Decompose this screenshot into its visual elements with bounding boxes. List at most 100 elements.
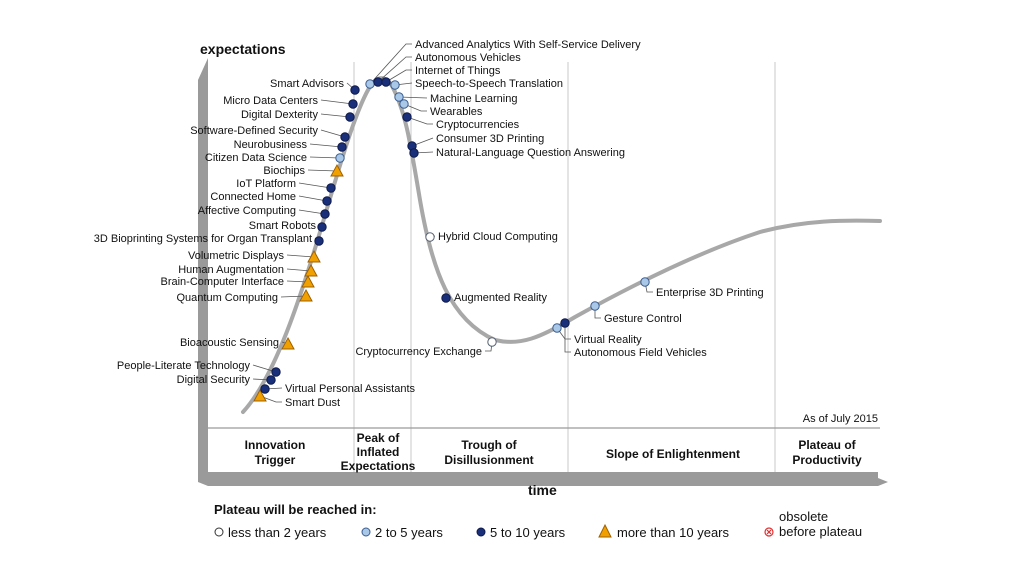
as-of-date: As of July 2015: [803, 413, 878, 425]
marker-cryptocurrency-exchange: [487, 337, 497, 347]
label-brain-computer-interface: Brain-Computer Interface: [161, 276, 285, 288]
marker-speech-to-speech-translation: [390, 80, 400, 90]
marker-digital-security: [266, 375, 276, 385]
label-bioacoustic-sensing: Bioacoustic Sensing: [180, 337, 279, 349]
label-volumetric-displays: Volumetric Displays: [188, 250, 284, 262]
leader-volumetric-displays: [286, 254, 315, 258]
legend-label-2-to-5-years: 2 to 5 years: [375, 525, 443, 540]
legend-label-obsolete-line2: before plateau: [779, 524, 862, 539]
leader-iot-platform: [298, 182, 332, 189]
marker-enterprise-3d-printing: [640, 277, 650, 287]
marker-machine-learning: [394, 92, 404, 102]
label-3d-bioprinting-systems-for-organ-transplant: 3D Bioprinting Systems for Organ Transpl…: [94, 233, 312, 245]
x-axis-arrow: [198, 472, 888, 486]
label-cryptocurrencies: Cryptocurrencies: [436, 119, 520, 131]
marker-bioacoustic-sensing: [281, 336, 295, 350]
label-natural-language-question-answering: Natural-Language Question Answering: [436, 147, 625, 159]
label-augmented-reality: Augmented Reality: [454, 292, 547, 304]
label-smart-robots: Smart Robots: [249, 220, 317, 232]
legend-marker-obsolete-x2: [766, 529, 772, 535]
marker-autonomous-field-vehicles: [560, 318, 570, 328]
phase-label-plateau: Plateau of Productivity: [792, 438, 862, 467]
phase-label-slope: Slope of Enlightenment: [606, 447, 740, 461]
phase-label-innovation-trigger: Innovation Trigger: [245, 438, 306, 467]
legend-label-less-than-2-years: less than 2 years: [228, 525, 327, 540]
phase-label-peak: Peak of Inflated Expectations: [341, 431, 416, 473]
marker-connected-home: [322, 196, 332, 206]
label-gesture-control: Gesture Control: [604, 313, 682, 325]
leader-human-augmentation: [286, 268, 312, 272]
label-cryptocurrency-exchange: Cryptocurrency Exchange: [355, 346, 482, 358]
y-axis-arrow: [198, 58, 208, 472]
marker-3d-bioprinting-systems-for-organ-transplant: [314, 236, 324, 246]
marker-natural-language-question-answering: [409, 148, 419, 158]
label-autonomous-vehicles: Autonomous Vehicles: [415, 52, 521, 64]
label-internet-of-things: Internet of Things: [415, 65, 501, 77]
marker-human-augmentation: [304, 263, 318, 277]
marker-digital-dexterity: [345, 112, 355, 122]
x-axis-label: time: [528, 482, 557, 498]
leader-autonomous-field-vehicles: [564, 323, 571, 353]
label-virtual-reality: Virtual Reality: [574, 334, 642, 346]
label-quantum-computing: Quantum Computing: [177, 292, 279, 304]
label-wearables: Wearables: [430, 106, 483, 118]
label-micro-data-centers: Micro Data Centers: [223, 95, 318, 107]
leader-connected-home: [298, 195, 328, 202]
marker-hybrid-cloud-computing: [425, 232, 435, 242]
marker-internet-of-things: [381, 77, 391, 87]
label-speech-to-speech-translation: Speech-to-Speech Translation: [415, 78, 563, 90]
marker-citizen-data-science: [335, 153, 345, 163]
marker-virtual-personal-assistants: [260, 384, 270, 394]
marker-neurobusiness: [337, 142, 347, 152]
label-virtual-personal-assistants: Virtual Personal Assistants: [285, 383, 416, 395]
leader-smart-dust: [259, 395, 282, 403]
label-smart-dust: Smart Dust: [285, 397, 340, 409]
marker-virtual-reality: [552, 323, 562, 333]
marker-quantum-computing: [299, 288, 313, 302]
marker-software-defined-security: [340, 132, 350, 142]
label-people-literate-technology: People-Literate Technology: [117, 360, 251, 372]
marker-advanced-analytics-with-self-service-delivery: [365, 79, 375, 89]
leader-digital-dexterity: [320, 113, 351, 118]
label-neurobusiness: Neurobusiness: [234, 139, 308, 151]
label-digital-dexterity: Digital Dexterity: [241, 109, 319, 121]
label-advanced-analytics-with-self-service-delivery: Advanced Analytics With Self-Service Del…: [415, 39, 641, 51]
leader-cryptocurrencies: [406, 116, 433, 125]
marker-wearables: [399, 99, 409, 109]
label-consumer-3d-printing: Consumer 3D Printing: [436, 133, 544, 145]
label-human-augmentation: Human Augmentation: [178, 264, 284, 276]
legend-label-5-to-10-years: 5 to 10 years: [490, 525, 566, 540]
hype-curve: [241, 76, 882, 414]
label-autonomous-field-vehicles: Autonomous Field Vehicles: [574, 347, 707, 359]
leader-wearables: [403, 103, 427, 112]
marker-iot-platform: [326, 183, 336, 193]
leader-citizen-data-science: [309, 156, 341, 159]
marker-people-literate-technology: [271, 367, 281, 377]
marker-augmented-reality: [441, 293, 451, 303]
leader-autonomous-vehicles: [377, 56, 412, 83]
marker-smart-advisors: [350, 85, 360, 95]
label-affective-computing: Affective Computing: [198, 205, 296, 217]
label-biochips: Biochips: [263, 165, 305, 177]
phase-label-trough: Trough of Disillusionment: [444, 438, 533, 467]
leader-advanced-analytics-with-self-service-delivery: [369, 43, 412, 85]
marker-biochips: [330, 163, 344, 177]
marker-volumetric-displays: [307, 249, 321, 263]
marker-smart-dust: [253, 388, 267, 402]
legend-marker-2-to-5-years: [361, 527, 371, 537]
label-smart-advisors: Smart Advisors: [270, 78, 344, 90]
legend-marker-5-to-10-years: [476, 527, 486, 537]
label-enterprise-3d-printing: Enterprise 3D Printing: [656, 287, 764, 299]
marker-smart-robots: [317, 222, 327, 232]
label-citizen-data-science: Citizen Data Science: [205, 152, 307, 164]
legend-marker-more-than-10-years: [598, 523, 612, 538]
label-digital-security: Digital Security: [177, 374, 251, 386]
marker-gesture-control: [590, 301, 600, 311]
legend-label-more-than-10-years: more than 10 years: [617, 525, 730, 540]
data-labels: Smart Dust Virtual Personal Assistants Dig…: [94, 39, 764, 409]
marker-cryptocurrencies: [402, 112, 412, 122]
label-software-defined-security: Software-Defined Security: [190, 125, 318, 137]
leader-internet-of-things: [385, 69, 412, 83]
label-iot-platform: IoT Platform: [236, 178, 296, 190]
